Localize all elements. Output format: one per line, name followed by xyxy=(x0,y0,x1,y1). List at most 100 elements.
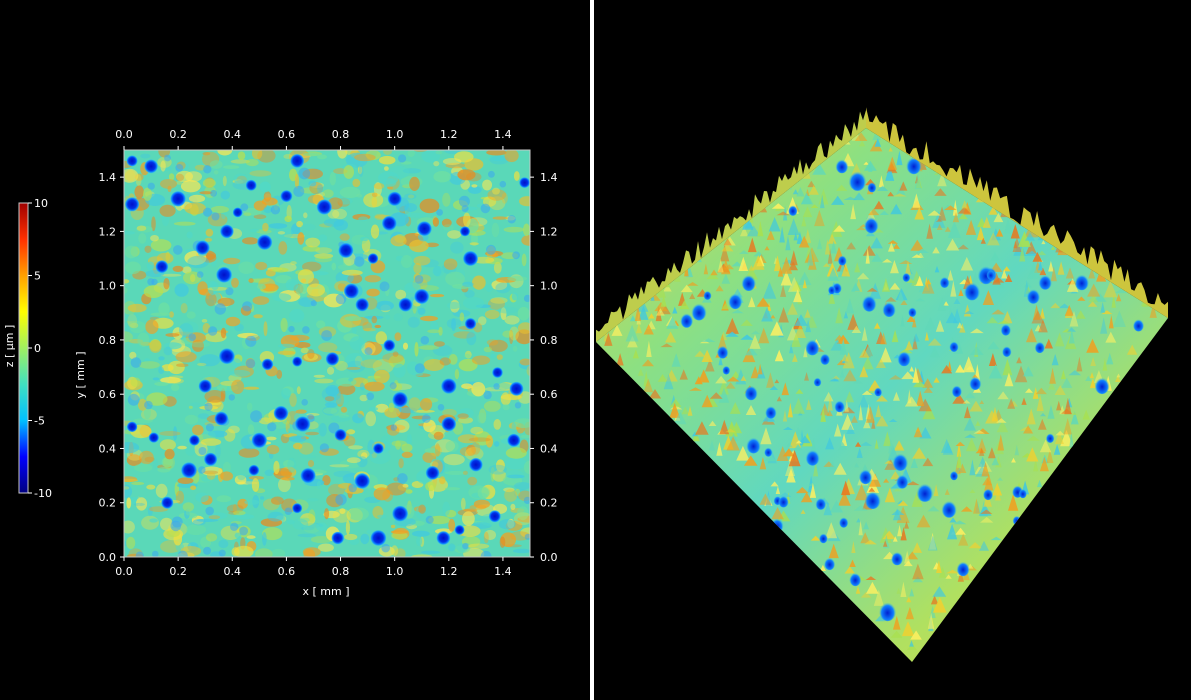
surface-texture xyxy=(280,317,288,333)
surface-peak xyxy=(648,389,662,399)
surface-peak xyxy=(789,250,798,266)
surface-pit xyxy=(746,435,761,454)
surface-peak xyxy=(846,424,855,434)
surface-peak xyxy=(721,273,731,284)
surface-peak xyxy=(637,368,644,376)
surface-texture xyxy=(511,292,518,301)
surface-peak xyxy=(935,218,943,222)
surface-peak xyxy=(1037,250,1047,256)
surface-texture xyxy=(458,416,473,424)
surface-peak xyxy=(962,399,971,404)
surface-peak xyxy=(1026,447,1039,462)
surface-peak xyxy=(851,325,862,333)
surface-peak xyxy=(980,237,986,244)
surface-peak xyxy=(938,566,947,578)
surface-texture xyxy=(237,473,246,481)
surface-pit xyxy=(882,300,896,318)
surface-peak xyxy=(1023,366,1034,377)
surface-texture xyxy=(124,520,135,534)
surface-texture xyxy=(398,458,404,469)
shallow-pit xyxy=(425,515,434,524)
y-tick-label-left: 0.6 xyxy=(99,388,117,401)
surface-peak xyxy=(859,441,873,446)
surface-texture xyxy=(199,191,213,195)
pit xyxy=(248,464,260,476)
surface-pit xyxy=(1000,322,1012,336)
surface-peak xyxy=(663,374,674,390)
surface-texture xyxy=(348,507,369,521)
surface-texture xyxy=(483,346,493,353)
surface-texture xyxy=(281,388,291,399)
surface-peak xyxy=(958,533,969,546)
surface-peak xyxy=(880,332,887,345)
surface-texture xyxy=(366,529,374,535)
surface-peak xyxy=(1061,369,1066,379)
surface-peak xyxy=(785,235,791,251)
surface-texture xyxy=(454,369,460,380)
surface-peak xyxy=(914,172,922,189)
surface-peak xyxy=(828,290,835,304)
pit xyxy=(195,240,210,255)
surface-peak xyxy=(694,350,706,357)
surface-peak xyxy=(1102,358,1108,371)
surface-peak xyxy=(875,615,885,622)
surface-peak xyxy=(1126,344,1138,355)
surface-peak xyxy=(881,278,890,292)
surface-pit xyxy=(848,169,867,191)
pit xyxy=(316,199,332,215)
surface-texture xyxy=(189,402,202,408)
surface-texture xyxy=(344,533,358,541)
surface-peak xyxy=(896,150,903,166)
pit xyxy=(155,260,169,274)
surface-peak xyxy=(827,394,833,411)
surface-peak xyxy=(950,280,957,297)
surface-texture xyxy=(464,447,484,461)
surface-peak xyxy=(827,233,837,244)
surface-peak xyxy=(1026,435,1040,441)
surface-peak xyxy=(834,334,845,341)
surface-peak xyxy=(820,194,825,209)
surface-texture xyxy=(526,365,530,376)
surface-texture xyxy=(460,497,466,510)
surface-peak xyxy=(634,304,641,321)
surface-peak xyxy=(687,405,693,416)
surface-texture xyxy=(165,333,180,337)
surface-peak xyxy=(853,505,868,511)
surface-texture xyxy=(407,150,415,157)
shallow-pit xyxy=(245,358,256,369)
heatmap-panel: 10 5 0 -5 -10 0.0 0.0 0.2 0.2 0.4 0.4 0.6 0.6 0.8 0.8… xyxy=(0,0,590,700)
surface-texture xyxy=(206,472,216,480)
surface-texture xyxy=(186,311,196,319)
shallow-pit xyxy=(198,447,207,455)
surface-texture xyxy=(430,293,445,298)
x-tick-label-top: 0.8 xyxy=(332,128,350,141)
surface-texture xyxy=(273,421,288,429)
surface-peak xyxy=(721,243,734,252)
shallow-pit xyxy=(267,422,277,432)
surface-texture xyxy=(374,213,386,221)
surface-pit xyxy=(1001,345,1012,357)
surface-texture xyxy=(515,488,521,496)
surface-peak xyxy=(859,366,869,378)
surface-pit xyxy=(1012,514,1022,526)
shallow-pit xyxy=(173,245,183,255)
surface-texture xyxy=(169,311,174,318)
surface-peak xyxy=(934,188,947,196)
surface-texture xyxy=(248,278,254,284)
surface-texture xyxy=(181,321,199,334)
surface-peak xyxy=(827,248,833,264)
surface-texture xyxy=(464,350,472,359)
shallow-pit xyxy=(310,300,317,307)
pit xyxy=(454,524,465,535)
surface-peak xyxy=(1037,479,1043,488)
surface-peak xyxy=(955,441,965,446)
pit xyxy=(219,348,235,365)
surface-texture xyxy=(343,435,356,447)
surface-pit xyxy=(879,600,897,622)
x-tick-label-top: 1.4 xyxy=(494,128,512,141)
surface-texture xyxy=(307,349,315,359)
surface-texture xyxy=(497,306,518,314)
surface-texture xyxy=(510,503,516,510)
surface-texture xyxy=(272,267,289,273)
surface-peak xyxy=(932,586,947,597)
